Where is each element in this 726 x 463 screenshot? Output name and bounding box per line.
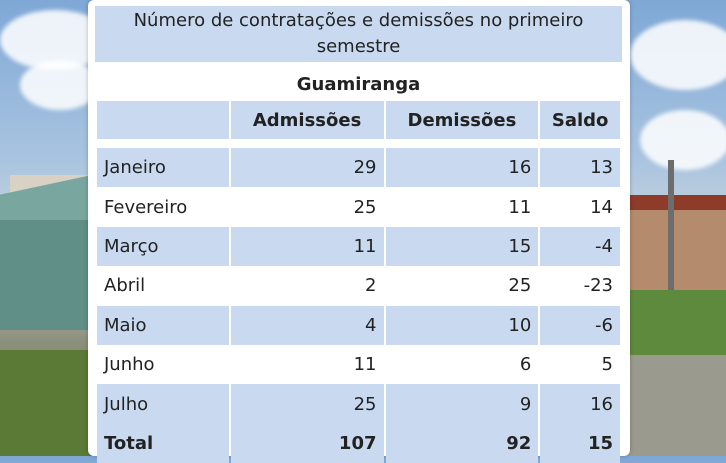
demissoes-cell: 6 (519, 354, 532, 376)
month-cell: Março (97, 226, 229, 267)
total-saldo: 15 (540, 423, 620, 463)
table-row: Janeiro 29 16 13 (97, 148, 620, 188)
data-table: Admissões Demissões Saldo Janeiro 29 16 … (95, 101, 622, 463)
total-row: Total 107 92 15 (97, 423, 620, 463)
table-subtitle: Guamiranga (296, 74, 421, 95)
demissoes-cell: 15 (385, 226, 539, 267)
table-title: Número de contratações e demissões no pr… (95, 6, 622, 62)
saldo-cell: 16 (540, 384, 620, 424)
admissoes-cell: 11 (353, 354, 377, 376)
table-panel: Número de contratações e demissões no pr… (88, 0, 630, 463)
admissoes-cell: 4 (230, 305, 384, 345)
demissoes-cell: 11 (508, 196, 532, 218)
saldo-cell: 14 (590, 196, 613, 218)
admissoes-cell: 11 (230, 226, 384, 267)
saldo-cell: 13 (540, 148, 620, 188)
table-row: Março 11 15 -4 (97, 226, 620, 267)
demissoes-cell: 25 (508, 275, 532, 297)
month-cell: Junho (104, 354, 155, 376)
table-row: Fevereiro 25 11 14 (97, 187, 620, 226)
month-cell: Maio (97, 305, 229, 345)
saldo-cell: 5 (601, 354, 613, 376)
demissoes-cell: 16 (385, 148, 539, 188)
admissoes-cell: 2 (365, 275, 377, 297)
saldo-cell: -4 (540, 226, 620, 267)
header-saldo: Saldo (540, 101, 620, 139)
table-row: Junho 11 6 5 (97, 345, 620, 384)
demissoes-cell: 10 (385, 305, 539, 345)
header-row: Admissões Demissões Saldo (97, 101, 620, 139)
total-admissoes: 107 (230, 423, 384, 463)
total-label: Total (97, 423, 229, 463)
total-demissoes: 92 (385, 423, 539, 463)
demissoes-cell: 9 (385, 384, 539, 424)
admissoes-cell: 25 (230, 384, 384, 424)
month-cell: Julho (97, 384, 229, 424)
month-cell: Fevereiro (104, 196, 188, 218)
admissoes-cell: 29 (230, 148, 384, 188)
header-month (97, 101, 229, 139)
table-row: Julho 25 9 16 (97, 384, 620, 424)
admissoes-cell: 25 (353, 196, 377, 218)
table-row: Maio 4 10 -6 (97, 305, 620, 345)
month-cell: Janeiro (97, 148, 229, 188)
table-row: Abril 2 25 -23 (97, 266, 620, 305)
saldo-cell: -23 (583, 275, 613, 297)
saldo-cell: -6 (540, 305, 620, 345)
header-admissoes: Admissões (230, 101, 384, 139)
header-demissoes: Demissões (385, 101, 539, 139)
month-cell: Abril (104, 275, 146, 297)
